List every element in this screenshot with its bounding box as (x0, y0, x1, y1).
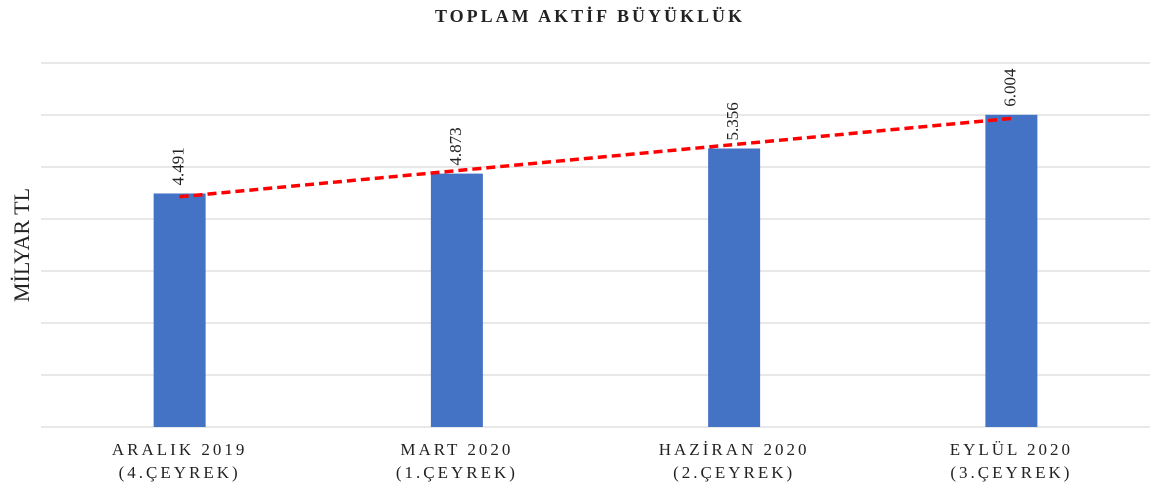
bar (153, 193, 206, 427)
x-tick-label: MART 2020 (400, 440, 513, 459)
value-label: 5.356 (723, 102, 742, 140)
trendline (179, 116, 1012, 199)
value-label: 4.491 (169, 147, 188, 185)
x-tick-label: (1.ÇEYREK) (396, 463, 518, 482)
bar (430, 173, 483, 427)
x-tick-label: (2.ÇEYREK) (673, 463, 795, 482)
x-tick-label: ARALIK 2019 (112, 440, 247, 459)
value-label: 6.004 (1000, 68, 1019, 107)
chart-title: TOPLAM AKTİF BÜYÜKLÜK (435, 6, 745, 26)
x-tick-label: EYLÜL 2020 (950, 440, 1073, 459)
bar (985, 114, 1038, 428)
x-tick-label: (4.ÇEYREK) (119, 463, 241, 482)
y-axis-label: MİLYAR TL (9, 188, 34, 302)
value-label: 4.873 (446, 127, 465, 165)
bar (708, 148, 761, 427)
x-tick-label: HAZİRAN 2020 (659, 440, 810, 459)
x-tick-label: (3.ÇEYREK) (950, 463, 1072, 482)
